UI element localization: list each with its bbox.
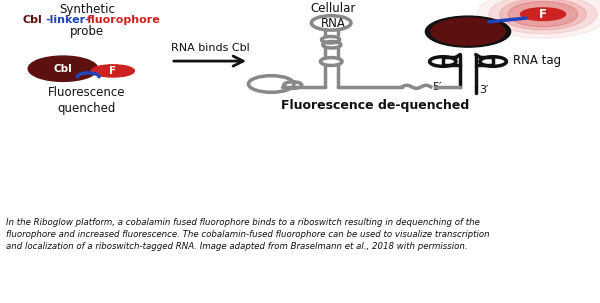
Circle shape (431, 18, 505, 45)
Circle shape (500, 0, 586, 30)
Circle shape (425, 16, 511, 47)
Text: 5′: 5′ (432, 82, 442, 92)
Text: F: F (539, 8, 547, 21)
FancyArrowPatch shape (174, 56, 243, 66)
Text: -linker-: -linker- (45, 15, 90, 25)
Circle shape (477, 0, 600, 38)
Circle shape (508, 2, 578, 27)
Text: F: F (109, 66, 116, 76)
Text: Cbl: Cbl (53, 64, 73, 74)
Text: 3′: 3′ (479, 85, 488, 95)
Circle shape (489, 0, 597, 34)
Circle shape (28, 56, 98, 82)
Text: RNA binds Cbl: RNA binds Cbl (170, 43, 250, 53)
Ellipse shape (91, 65, 134, 77)
Ellipse shape (521, 8, 566, 21)
Text: Fluorescence
quenched: Fluorescence quenched (48, 86, 126, 115)
Text: fluorophore: fluorophore (87, 15, 161, 25)
Text: RNA tag: RNA tag (513, 54, 561, 67)
Text: In the Riboglow platform, a cobalamin fused fluorophore binds to a riboswitch re: In the Riboglow platform, a cobalamin fu… (6, 218, 490, 251)
Text: probe: probe (70, 25, 104, 38)
Text: Synthetic: Synthetic (59, 3, 115, 16)
Text: Fluorescence de-quenched: Fluorescence de-quenched (281, 99, 469, 112)
Text: Cbl: Cbl (23, 15, 43, 25)
Text: Cellular
RNA: Cellular RNA (310, 2, 356, 30)
